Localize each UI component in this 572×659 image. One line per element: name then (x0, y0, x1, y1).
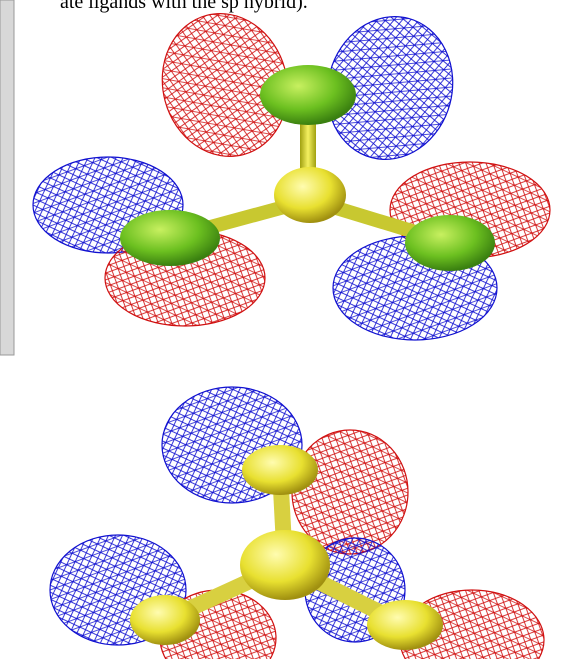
lobe-red (292, 430, 408, 554)
lobes (50, 387, 544, 659)
bottom-panel (50, 387, 544, 659)
atom-yellow (130, 595, 200, 645)
atom-yellow (242, 445, 318, 495)
page: ate ligands with the sp hybrid). (0, 0, 572, 659)
atom-green (260, 65, 356, 125)
atom-yellow (240, 530, 330, 600)
orbital-figure (0, 0, 572, 659)
atom-green (405, 215, 495, 271)
lobes (33, 0, 550, 340)
top-panel (0, 0, 550, 355)
atom-yellow (367, 600, 443, 650)
side-bar (0, 0, 14, 355)
atom-yellow (274, 167, 346, 223)
atom-green (120, 210, 220, 266)
